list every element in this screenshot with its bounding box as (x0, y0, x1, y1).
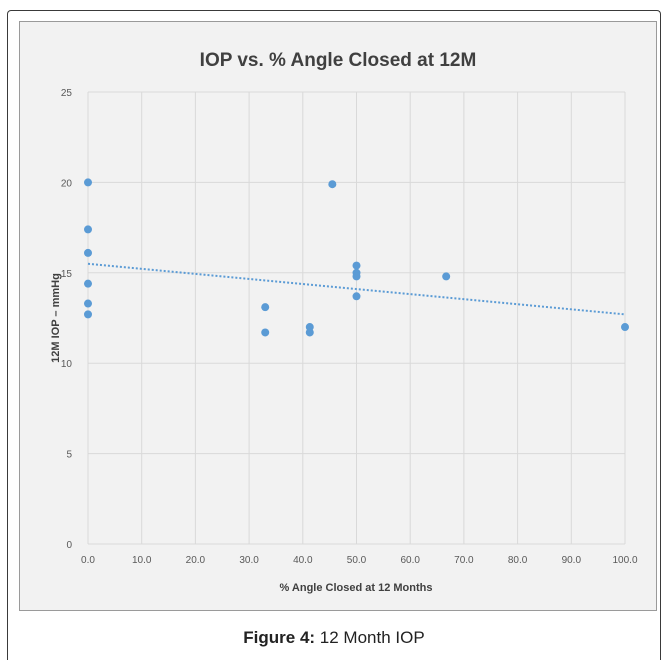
data-point (621, 323, 629, 332)
y-tick-label: 10 (61, 359, 73, 370)
data-point (305, 328, 314, 337)
x-tick-labels: 0.0 10.0 20.0 30.0 40.0 50.0 60.0 70.0 80.0 90.0 1… (81, 555, 638, 566)
data-point (328, 180, 337, 189)
caption-text: 12 Month IOP (315, 628, 425, 647)
figure-caption: Figure 4: 12 Month IOP (0, 628, 668, 648)
data-points (84, 178, 629, 337)
y-tick-label: 5 (66, 450, 72, 461)
trendline-group (87, 262, 626, 316)
x-axis-title: % Angle Closed at 12 Months (279, 582, 432, 594)
data-point (84, 248, 92, 257)
x-tick-label: 60.0 (400, 555, 420, 566)
chart-area: IOP vs. % Angle Closed at 12M 0 5 10 15 20 25… (19, 21, 657, 611)
y-tick-label: 15 (61, 269, 73, 280)
caption-label: Figure 4: (243, 628, 316, 647)
x-tick-label: 50.0 (347, 555, 367, 566)
grid-lines (87, 91, 626, 545)
scatter-chart: IOP vs. % Angle Closed at 12M 0 5 10 15 20 25… (50, 50, 638, 594)
x-tick-label: 40.0 (293, 555, 313, 566)
x-tick-label: 70.0 (454, 555, 474, 566)
x-tick-label: 80.0 (508, 555, 528, 566)
x-tick-label: 90.0 (562, 555, 582, 566)
data-point (352, 261, 361, 270)
data-point (352, 292, 361, 301)
x-tick-label: 0.0 (81, 555, 95, 566)
data-point (261, 303, 270, 312)
x-tick-label: 30.0 (239, 555, 259, 566)
data-point (84, 279, 92, 288)
data-point (84, 178, 92, 187)
x-tick-label: 100.0 (612, 555, 637, 566)
data-point (84, 310, 92, 319)
x-tick-label: 20.0 (186, 555, 206, 566)
y-tick-label: 20 (61, 178, 73, 189)
data-point (84, 299, 92, 308)
trendline (87, 262, 626, 316)
y-tick-labels: 0 5 10 15 20 25 (61, 88, 73, 551)
data-point (84, 225, 92, 234)
x-tick-label: 10.0 (132, 555, 152, 566)
data-point (442, 272, 451, 281)
data-point (352, 272, 361, 281)
data-point (261, 328, 270, 337)
y-tick-label: 0 (66, 540, 72, 551)
y-tick-label: 25 (61, 88, 73, 99)
y-axis-title: 12M IOP – mmHg (50, 273, 62, 363)
chart-title: IOP vs. % Angle Closed at 12M (200, 50, 477, 71)
figure-frame (7, 10, 661, 660)
